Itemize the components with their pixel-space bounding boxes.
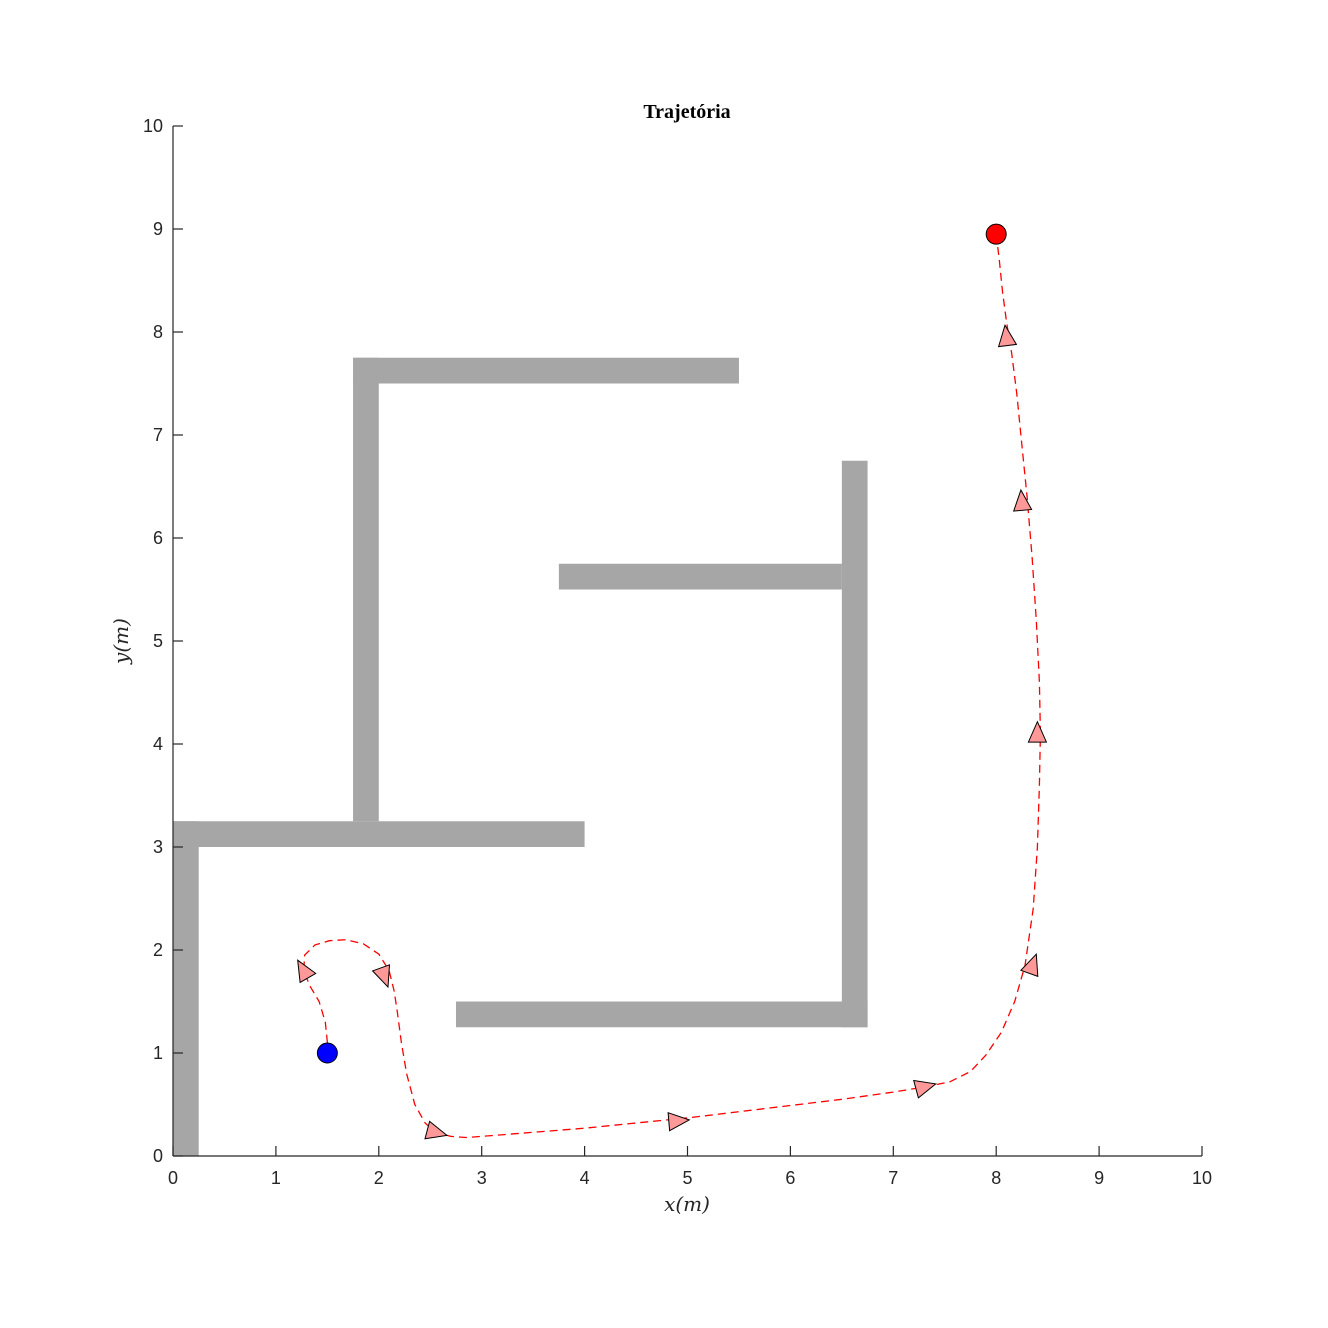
y-axis-label: y(m)	[109, 618, 133, 665]
x-tick-labels: 0 1 2 3 4 5 6 7 8 9 10	[168, 1168, 1212, 1188]
direction-marker-7	[1027, 720, 1048, 743]
direction-marker-4	[667, 1111, 691, 1132]
direction-markers-layer	[297, 323, 1048, 1140]
obstacle-2	[173, 821, 585, 847]
y-tick-label-5: 5	[153, 631, 163, 651]
x-tick-label-1: 1	[271, 1168, 281, 1188]
obstacle-7	[558, 563, 842, 590]
direction-marker-3	[424, 1120, 449, 1140]
obstacle-3	[353, 357, 379, 822]
direction-marker-5	[913, 1079, 937, 1099]
x-tick-label-10: 10	[1192, 1168, 1212, 1188]
x-tick-label-5: 5	[682, 1168, 692, 1188]
obstacles-layer	[173, 357, 868, 1156]
y-tick-label-3: 3	[153, 837, 163, 857]
y-tick-label-7: 7	[153, 425, 163, 445]
chart-title: Trajetória	[643, 101, 730, 123]
x-tick-label-4: 4	[580, 1168, 590, 1188]
y-tick-label-8: 8	[153, 322, 163, 342]
y-tick-label-0: 0	[153, 1146, 163, 1166]
y-tick-label-9: 9	[153, 219, 163, 239]
y-tick-label-10: 10	[143, 116, 163, 136]
obstacle-1	[173, 821, 199, 1156]
y-tick-label-4: 4	[153, 734, 163, 754]
obstacle-4	[353, 357, 739, 384]
axes	[172, 125, 1203, 1157]
y-tick-label-2: 2	[153, 940, 163, 960]
direction-marker-8	[1012, 488, 1033, 512]
x-tick-label-0: 0	[168, 1168, 178, 1188]
x-axis-label: x(m)	[664, 1192, 710, 1216]
x-tick-label-2: 2	[374, 1168, 384, 1188]
start-point	[316, 1042, 338, 1064]
y-tick-label-1: 1	[153, 1043, 163, 1063]
direction-marker-6	[1020, 953, 1039, 978]
obstacle-5	[455, 1001, 868, 1028]
x-tick-label-3: 3	[477, 1168, 487, 1188]
goal-point	[985, 223, 1007, 245]
direction-marker-2	[371, 964, 391, 989]
y-tick-label-6: 6	[153, 528, 163, 548]
endpoints-layer	[316, 223, 1007, 1064]
x-tick-label-8: 8	[991, 1168, 1001, 1188]
x-tick-label-7: 7	[888, 1168, 898, 1188]
trajectory-line	[303, 234, 1042, 1139]
x-tick-label-6: 6	[785, 1168, 795, 1188]
x-tick-label-9: 9	[1094, 1168, 1104, 1188]
direction-marker-1	[297, 959, 317, 984]
obstacle-6	[841, 460, 868, 1028]
y-tick-labels: 0 1 2 3 4 5 6 7 8 9 10	[143, 116, 163, 1166]
trajectory-layer	[303, 234, 1042, 1139]
direction-marker-9	[997, 323, 1018, 348]
